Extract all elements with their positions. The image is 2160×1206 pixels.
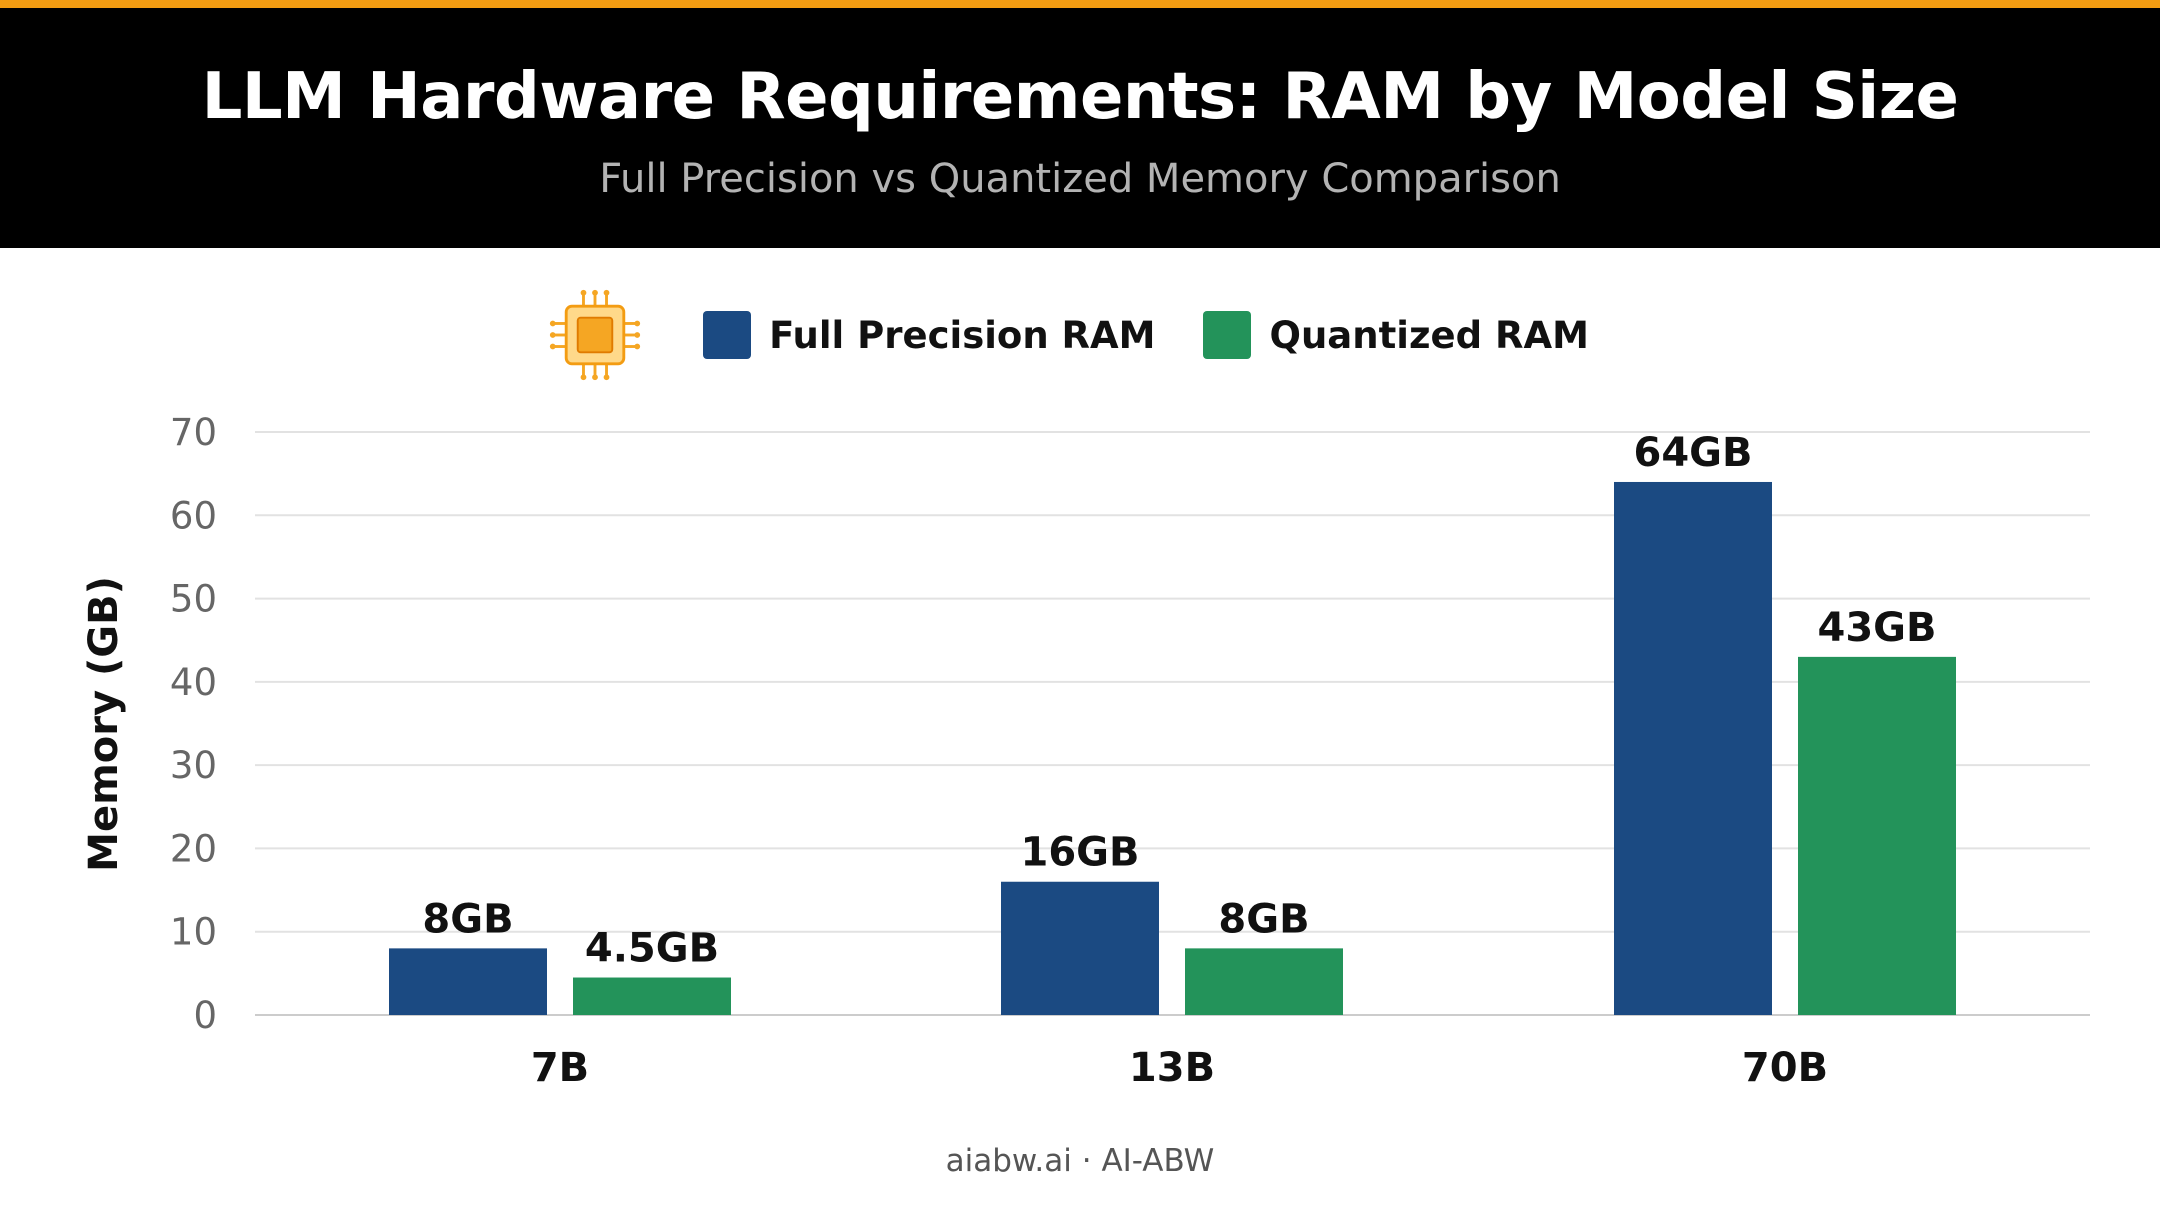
y-tick-label: 0 [193, 994, 217, 1037]
x-tick-label: 70B [1742, 1045, 1828, 1091]
legend-label-full-precision: Full Precision RAM [769, 313, 1156, 357]
bar-quantized-7b [573, 977, 731, 1015]
bar-full-precision-7b [389, 948, 547, 1015]
legend-item-full-precision: Full Precision RAM [703, 311, 1155, 359]
data-label: 8GB [1218, 896, 1309, 942]
y-tick-label: 70 [170, 411, 217, 454]
y-tick-label: 20 [170, 827, 217, 870]
legend: Full Precision RAM Quantized RAM [0, 289, 2160, 381]
x-tick-label: 13B [1129, 1045, 1215, 1091]
x-tick-label: 7B [531, 1045, 589, 1091]
chip-icon [549, 289, 641, 381]
legend-item-quantized: Quantized RAM [1203, 311, 1589, 359]
y-tick-label: 30 [170, 744, 217, 787]
y-tick-label: 60 [170, 494, 217, 537]
bar-quantized-13b [1185, 948, 1343, 1015]
data-label: 4.5GB [585, 926, 719, 972]
chart-subtitle: Full Precision vs Quantized Memory Compa… [599, 156, 1561, 202]
y-axis-label: Memory (GB) [81, 576, 127, 872]
y-tick-label: 50 [170, 578, 217, 621]
bar-quantized-70b [1798, 656, 1956, 1015]
legend-label-quantized: Quantized RAM [1269, 313, 1589, 357]
y-tick-label: 40 [170, 661, 217, 704]
y-tick-label: 10 [170, 911, 217, 954]
data-label: 16GB [1021, 830, 1140, 876]
header-banner: LLM Hardware Requirements: RAM by Model … [0, 0, 2160, 248]
legend-swatch-full-precision [703, 311, 752, 359]
footer-credit: aiabw.ai · AI-ABW [945, 1143, 1215, 1179]
chart-title: LLM Hardware Requirements: RAM by Model … [201, 60, 1959, 134]
data-label: 43GB [1818, 605, 1937, 651]
data-label: 64GB [1634, 430, 1753, 476]
legend-swatch-quantized [1203, 311, 1252, 359]
data-label: 8GB [422, 896, 513, 942]
bar-full-precision-70b [1614, 481, 1772, 1015]
bar-full-precision-13b [1001, 881, 1159, 1015]
